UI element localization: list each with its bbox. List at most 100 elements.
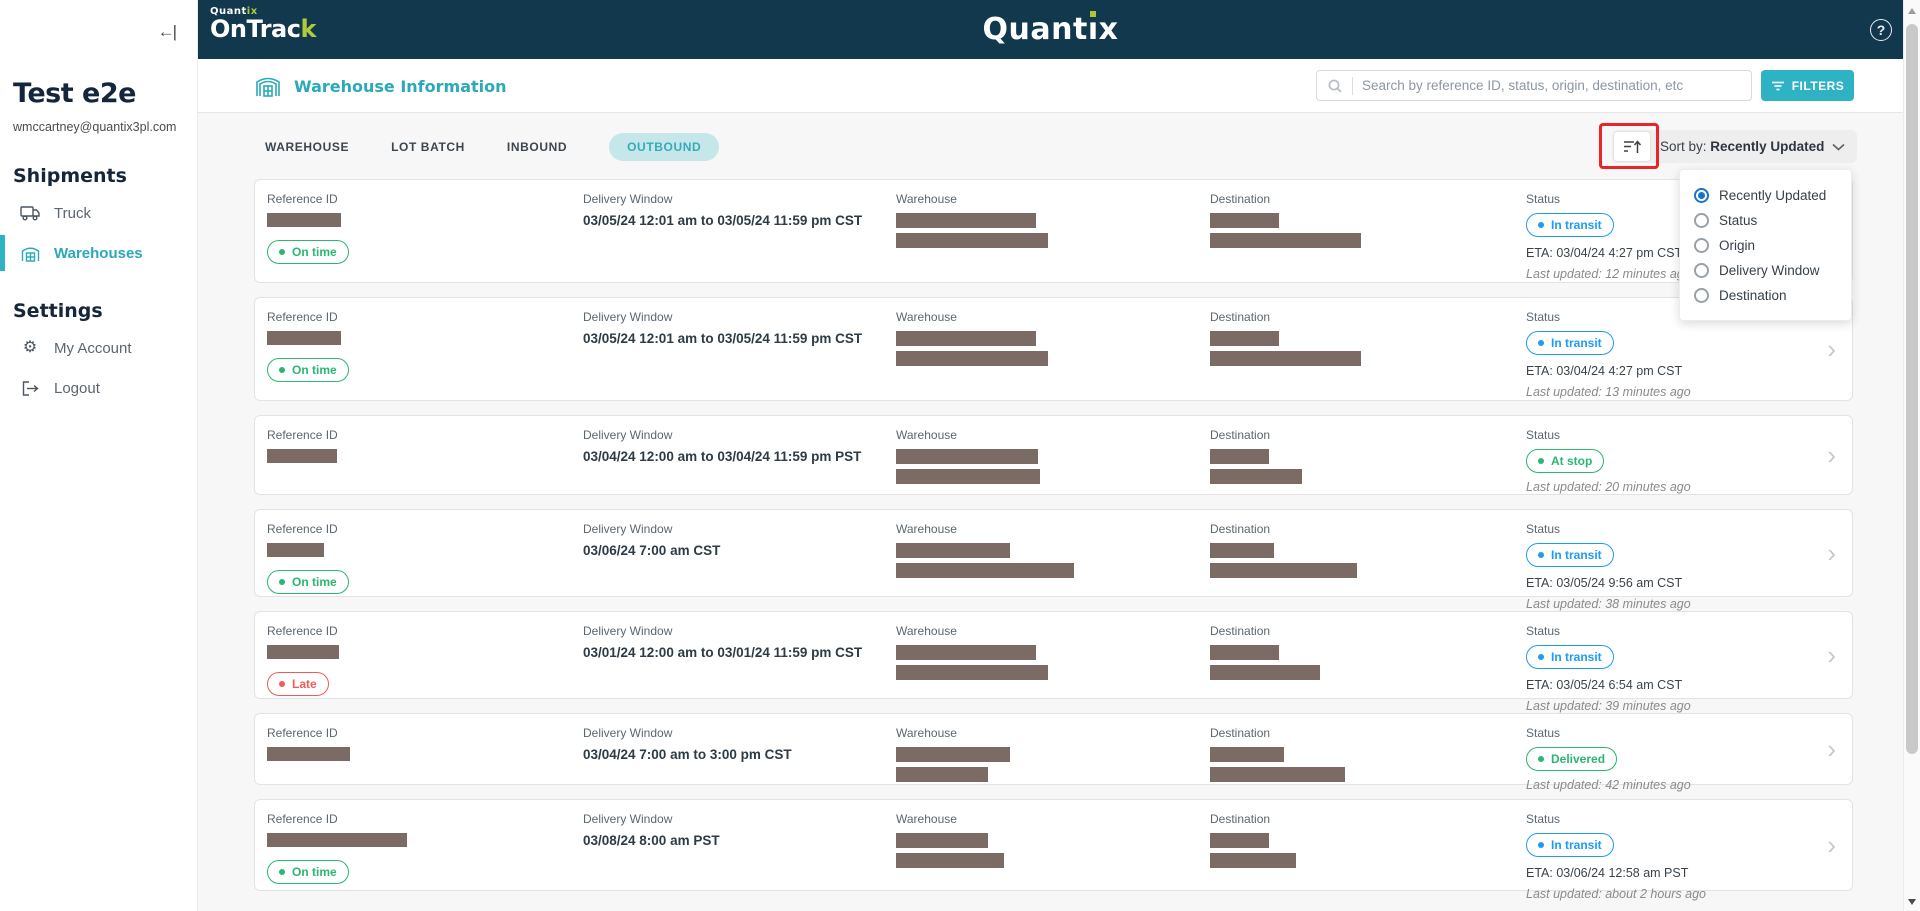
scrollbar-down-arrow[interactable] <box>1908 899 1916 905</box>
sort-option-destination[interactable]: Destination <box>1680 283 1851 308</box>
shipment-card[interactable]: Reference ID On time Delivery Window 03/… <box>254 509 1853 611</box>
sort-by-value: Recently Updated <box>1710 139 1825 154</box>
chevron-right-icon[interactable]: › <box>1827 640 1836 670</box>
status-dot-icon <box>1538 552 1544 558</box>
redacted-warehouse-line2 <box>896 351 1048 366</box>
tab-warehouse[interactable]: WAREHOUSE <box>265 140 350 154</box>
radio-icon[interactable] <box>1694 288 1709 303</box>
redacted-destination-line1 <box>1210 213 1279 228</box>
sidebar-section-shipments: Shipments Truck Warehouses <box>0 165 197 273</box>
title-bar: Warehouse Information FILTERS <box>198 59 1920 113</box>
sort-option-recently-updated[interactable]: Recently Updated <box>1680 183 1851 208</box>
delivery-window-value: 03/04/24 7:00 am to 3:00 pm CST <box>583 747 792 762</box>
radio-icon[interactable] <box>1694 263 1709 278</box>
timeliness-badge: On time <box>267 358 349 382</box>
sidebar-item-my-account[interactable]: ⚙ My Account <box>0 328 197 368</box>
shipment-card[interactable]: Reference ID Late Delivery Window 03/01/… <box>254 611 1853 713</box>
chevron-right-icon[interactable]: › <box>1827 734 1836 764</box>
user-email: wmccartney@quantix3pl.com <box>13 120 177 134</box>
help-icon[interactable]: ? <box>1870 19 1892 41</box>
ontrack-logo: Quantix OnTrack <box>210 7 316 42</box>
column-label-status: Status <box>1526 428 1561 442</box>
sort-option-label: Delivery Window <box>1719 263 1820 278</box>
redacted-destination-line2 <box>1210 563 1357 578</box>
sidebar-item-warehouses[interactable]: Warehouses <box>0 233 197 273</box>
column-label-status: Status <box>1526 522 1561 536</box>
sort-direction-button[interactable] <box>1613 131 1651 162</box>
column-label-delivery-window: Delivery Window <box>583 624 673 638</box>
chevron-right-icon[interactable]: › <box>1827 538 1836 568</box>
delivery-window-value: 03/05/24 12:01 am to 03/05/24 11:59 pm C… <box>583 213 863 228</box>
redacted-destination-line2 <box>1210 665 1320 680</box>
delivery-window-value: 03/04/24 12:00 am to 03/04/24 11:59 pm P… <box>583 449 862 464</box>
chevron-right-icon[interactable]: › <box>1827 334 1836 364</box>
sort-option-label: Destination <box>1719 288 1787 303</box>
badge-dot-icon <box>279 249 285 255</box>
user-name: Test e2e <box>13 78 136 109</box>
chevron-right-icon[interactable]: › <box>1827 830 1836 860</box>
last-updated-text: Last updated: 38 minutes ago <box>1526 597 1691 611</box>
sidebar: ←| Test e2e wmccartney@quantix3pl.com Sh… <box>0 0 198 911</box>
sort-option-label: Recently Updated <box>1719 188 1827 203</box>
column-label-status: Status <box>1526 192 1561 206</box>
column-label-destination: Destination <box>1210 726 1271 740</box>
tab-inbound[interactable]: INBOUND <box>506 140 568 154</box>
sort-options-menu: Recently Updated Status Origin Delivery … <box>1679 169 1852 321</box>
redacted-warehouse-line2 <box>896 233 1048 248</box>
redacted-warehouse-line1 <box>896 645 1036 660</box>
logo-i-dot <box>1089 11 1096 17</box>
sort-option-delivery-window[interactable]: Delivery Window <box>1680 258 1851 283</box>
scrollbar-up-arrow[interactable] <box>1908 8 1916 14</box>
section-title-shipments: Shipments <box>13 165 127 187</box>
tab-outbound[interactable]: OUTBOUND <box>609 133 720 161</box>
redacted-warehouse-line1 <box>896 331 1036 346</box>
last-updated-text: Last updated: 13 minutes ago <box>1526 385 1691 399</box>
redacted-warehouse-line2 <box>896 853 1004 868</box>
sidebar-item-truck[interactable]: Truck <box>0 193 197 233</box>
sidebar-item-logout[interactable]: Logout <box>0 368 197 408</box>
redacted-warehouse-line2 <box>896 563 1074 578</box>
column-label-delivery-window: Delivery Window <box>583 310 673 324</box>
redacted-reference-id <box>267 543 324 557</box>
redacted-destination-line1 <box>1210 645 1279 660</box>
status-dot-icon <box>1538 654 1544 660</box>
shipment-list: Reference ID On time Delivery Window 03/… <box>254 179 1853 901</box>
radio-icon[interactable] <box>1694 238 1709 253</box>
shipment-card[interactable]: Reference ID On time Delivery Window 03/… <box>254 799 1853 901</box>
vertical-scrollbar[interactable] <box>1903 0 1920 911</box>
search-input[interactable] <box>1362 78 1741 93</box>
redacted-destination-line1 <box>1210 449 1269 464</box>
shipment-card[interactable]: Reference ID On time Delivery Window 03/… <box>254 297 1853 401</box>
column-label-delivery-window: Delivery Window <box>583 192 673 206</box>
radio-icon[interactable] <box>1694 213 1709 228</box>
filters-button[interactable]: FILTERS <box>1761 70 1854 101</box>
warehouse-icon <box>20 243 40 263</box>
sidebar-collapse-icon[interactable]: ←| <box>157 22 177 41</box>
sort-option-origin[interactable]: Origin <box>1680 233 1851 258</box>
delivery-window-value: 03/08/24 8:00 am PST <box>583 833 720 848</box>
redacted-warehouse-line2 <box>896 767 988 782</box>
column-label-destination: Destination <box>1210 192 1271 206</box>
column-label-delivery-window: Delivery Window <box>583 726 673 740</box>
column-label-destination: Destination <box>1210 812 1271 826</box>
status-badge: In transit <box>1526 213 1614 237</box>
redacted-warehouse-line2 <box>896 665 1048 680</box>
shipment-card[interactable]: Reference ID Delivery Window 03/04/24 12… <box>254 415 1853 495</box>
badge-dot-icon <box>279 579 285 585</box>
column-label-status: Status <box>1526 726 1561 740</box>
timeliness-badge: On time <box>267 240 349 264</box>
column-label-warehouse: Warehouse <box>896 428 957 442</box>
radio-icon[interactable] <box>1694 188 1709 203</box>
shipment-card[interactable]: Reference ID Delivery Window 03/04/24 7:… <box>254 713 1853 792</box>
search-box[interactable] <box>1316 70 1752 101</box>
chevron-down-icon <box>1832 143 1845 151</box>
shipment-card[interactable]: Reference ID On time Delivery Window 03/… <box>254 179 1853 283</box>
status-dot-icon <box>1538 222 1544 228</box>
sort-option-status[interactable]: Status <box>1680 208 1851 233</box>
redacted-warehouse-line1 <box>896 833 988 848</box>
sort-by-dropdown[interactable]: Sort by: Recently Updated <box>1612 130 1858 163</box>
tab-lot-batch[interactable]: LOT BATCH <box>391 140 465 154</box>
chevron-right-icon[interactable]: › <box>1827 440 1836 470</box>
scrollbar-thumb[interactable] <box>1906 24 1918 754</box>
timeliness-badge: On time <box>267 570 349 594</box>
